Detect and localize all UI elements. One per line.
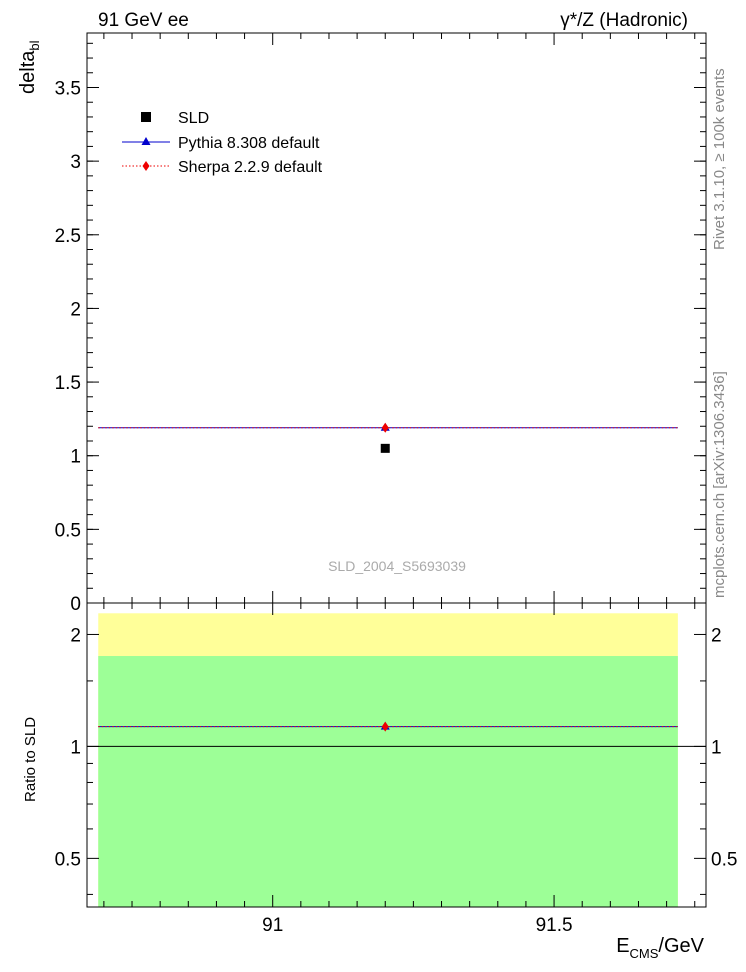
ratio-ytick-label: 2: [70, 625, 81, 646]
ratio-panel: 0.5 0.5 1 1 2 2 91 91.5 Ratio to SLD ECMS/GeV: [22, 603, 737, 961]
legend: SLD Pythia 8.308 default Sherpa 2.2.9 defa…: [122, 110, 323, 176]
x-axis-label: ECMS/GeV: [616, 935, 704, 961]
x-axis-label-unit: /GeV: [658, 935, 704, 957]
ratio-ytick-label-right: 1: [711, 737, 722, 758]
x-tick-label: 91: [262, 915, 283, 936]
rivet-label: Rivet 3.1.10, ≥ 100k events: [711, 68, 728, 250]
main-ytick-label: 3: [70, 152, 81, 173]
main-ytick-label: 2: [70, 299, 81, 320]
main-ylabel: deltabl: [17, 40, 42, 94]
main-ytick-label: 2.5: [55, 226, 81, 247]
main-ticks: 0 0.5 1 1.5 2 2.5 3 3.5: [55, 33, 706, 615]
ratio-ytick-label: 1: [70, 737, 81, 758]
main-ytick-label: 3.5: [55, 78, 81, 99]
main-marks: [98, 423, 678, 453]
x-axis-label-main: E: [616, 935, 629, 957]
main-ytick-label: 1: [70, 447, 81, 468]
ratio-band: [98, 656, 678, 907]
legend-marker-pythia: [142, 137, 151, 145]
x-axis-label-sub: CMS: [630, 946, 659, 961]
ratio-ylabel: Ratio to SLD: [22, 717, 39, 802]
legend-label: Pythia 8.308 default: [178, 135, 320, 152]
ratio-bands: [98, 613, 678, 907]
legend-marker-sherpa: [143, 161, 150, 171]
watermark: SLD_2004_S5693039: [328, 558, 466, 574]
main-ytick-label: 1.5: [55, 373, 81, 394]
ratio-ytick-label-right: 2: [711, 625, 722, 646]
legend-label: Sherpa 2.2.9 default: [178, 159, 323, 176]
legend-label: SLD: [178, 110, 209, 127]
main-ylabel-sub: bl: [27, 40, 42, 50]
ratio-ytick-label-right: 0.5: [711, 849, 737, 870]
main-ytick-label: 0.5: [55, 520, 81, 541]
main-ytick-label: 0: [70, 594, 81, 615]
header-left: 91 GeV ee: [98, 10, 189, 31]
x-tick-label: 91.5: [536, 915, 573, 936]
sld-point: [381, 444, 390, 453]
sherpa-point: [382, 423, 389, 433]
header-right: γ*/Z (Hadronic): [560, 10, 688, 31]
main-ylabel-text: delta: [17, 50, 39, 94]
ratio-ytick-label: 0.5: [55, 849, 81, 870]
legend-marker-sld: [141, 112, 151, 122]
mcplots-label: mcplots.cern.ch [arXiv:1306.3436]: [711, 371, 728, 598]
main-panel: 0 0.5 1 1.5 2 2.5 3 3.5 deltabl SLD_2004_S56930…: [17, 33, 706, 615]
